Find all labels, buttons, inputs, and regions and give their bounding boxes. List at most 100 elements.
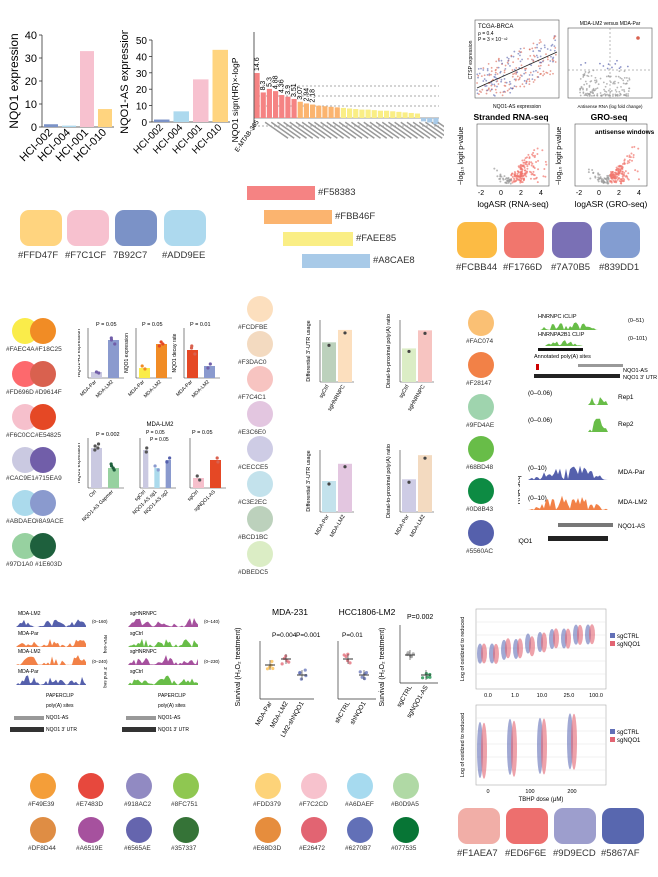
pval-point	[521, 165, 524, 168]
track-range: (0–10)	[528, 495, 547, 502]
volcano-point	[579, 91, 581, 94]
scatter-point	[553, 49, 556, 52]
scatter-point	[500, 80, 503, 83]
scatter-point	[542, 74, 544, 77]
pval-point	[618, 165, 621, 168]
volcano-point	[619, 66, 622, 68]
x-tick-mark	[437, 121, 444, 139]
x-tick-mark	[283, 121, 307, 139]
waterfall-bar	[427, 118, 433, 123]
x-tick-label: 0	[499, 190, 503, 197]
pval-point	[628, 154, 631, 157]
mini-point	[161, 342, 165, 346]
track-name: MDA-LM2	[18, 611, 41, 617]
scatter-point	[504, 64, 507, 67]
p-value: P = 0.05	[96, 322, 117, 328]
pval-point	[619, 178, 622, 181]
pval-point	[623, 171, 626, 174]
volcano-point	[627, 93, 630, 95]
scatter-stat: P = 3 × 10⁻⁴²	[478, 37, 508, 43]
volcano-point	[584, 80, 587, 83]
bottom-dot-label: #357337	[171, 845, 197, 852]
mini-bar	[91, 448, 102, 488]
utr-point	[407, 349, 411, 354]
scatter-point	[496, 66, 499, 69]
scatter-point	[536, 46, 538, 49]
track-range: (0–51)	[628, 318, 644, 324]
scatter-point	[504, 81, 507, 84]
plot-title: Stranded RNA-seq	[473, 112, 548, 122]
pval-point	[518, 178, 521, 181]
color-swatch	[506, 808, 548, 844]
color-swatch	[115, 210, 157, 246]
scatter-point	[511, 75, 514, 78]
pval-point	[613, 177, 616, 180]
bottom-dot	[30, 773, 56, 799]
scatter-point	[531, 74, 534, 76]
mini-point	[165, 460, 169, 464]
trend-line	[476, 51, 558, 89]
utr-point	[423, 456, 427, 460]
x-tick-label: 0.0	[484, 693, 492, 699]
track-name: sgCtrl	[130, 669, 143, 675]
scatter-point	[508, 88, 511, 91]
pval-point	[521, 159, 524, 162]
pval-point	[504, 178, 507, 181]
scatter-point	[532, 54, 535, 57]
scatter-point	[523, 79, 526, 82]
x-tick-label: 100.0	[589, 693, 603, 699]
column-dot-label: #F7C4C1	[238, 394, 266, 401]
y-tick-label: 10	[25, 99, 37, 111]
volcano-point	[614, 89, 617, 91]
p-value: P=0.001	[296, 632, 321, 639]
right-dot	[468, 520, 494, 546]
volcano-point	[599, 77, 602, 80]
bottom-dot-label: #8FC751	[171, 801, 198, 808]
y-tick-label: 10	[136, 102, 148, 113]
x-tick-label: sgCtrl	[186, 489, 199, 502]
pval-point	[616, 173, 619, 176]
mini-point	[216, 460, 220, 464]
footer-label: NQO1 3′ UTR	[46, 727, 77, 733]
pval-point	[623, 162, 626, 165]
pval-point	[616, 175, 619, 178]
pval-point	[519, 181, 522, 184]
volcano-point	[595, 88, 597, 90]
mini-bar	[143, 450, 149, 488]
volcano-title: MDA-LM2 versus MDA-Par	[580, 21, 641, 27]
nqo1-expression-chart: 010203040HCI-002HCI-004HCI-001HCI-010NQO…	[7, 30, 114, 164]
pval-point	[535, 176, 538, 179]
scatter-point	[524, 71, 527, 74]
mini-point	[190, 344, 194, 348]
track-name: Rep1	[618, 394, 634, 401]
volcano-point	[602, 93, 605, 96]
scatter-point	[494, 69, 497, 72]
x-tick-mark	[295, 121, 320, 139]
scatter-point	[494, 73, 497, 76]
pval-point	[528, 170, 531, 173]
p-value: P = 0.05	[146, 430, 165, 436]
pval-point	[530, 161, 533, 164]
scatter-point	[545, 71, 548, 74]
volcano-point	[620, 85, 622, 88]
survival-point	[424, 671, 428, 676]
bottom-dot	[126, 817, 152, 843]
x-tick-mark	[400, 121, 425, 139]
swatch-label: #7A70B5	[551, 262, 591, 273]
track-label: HNRNPC iCLIP	[538, 314, 577, 320]
survival-point	[265, 667, 270, 671]
x-tick-label: MDA-LM2	[329, 514, 347, 538]
scatter-point	[519, 54, 521, 57]
violin	[493, 643, 499, 664]
scatter-point	[506, 61, 509, 64]
bottom-dot-label: #E68D3D	[253, 845, 282, 852]
pval-point	[592, 171, 595, 174]
scatter-point	[500, 59, 503, 62]
bar	[173, 111, 189, 122]
scatter-point	[534, 46, 537, 49]
waterfall-bar	[414, 113, 420, 118]
pval-point	[618, 168, 621, 171]
pval-point	[603, 181, 606, 184]
scatter-point	[494, 88, 497, 91]
